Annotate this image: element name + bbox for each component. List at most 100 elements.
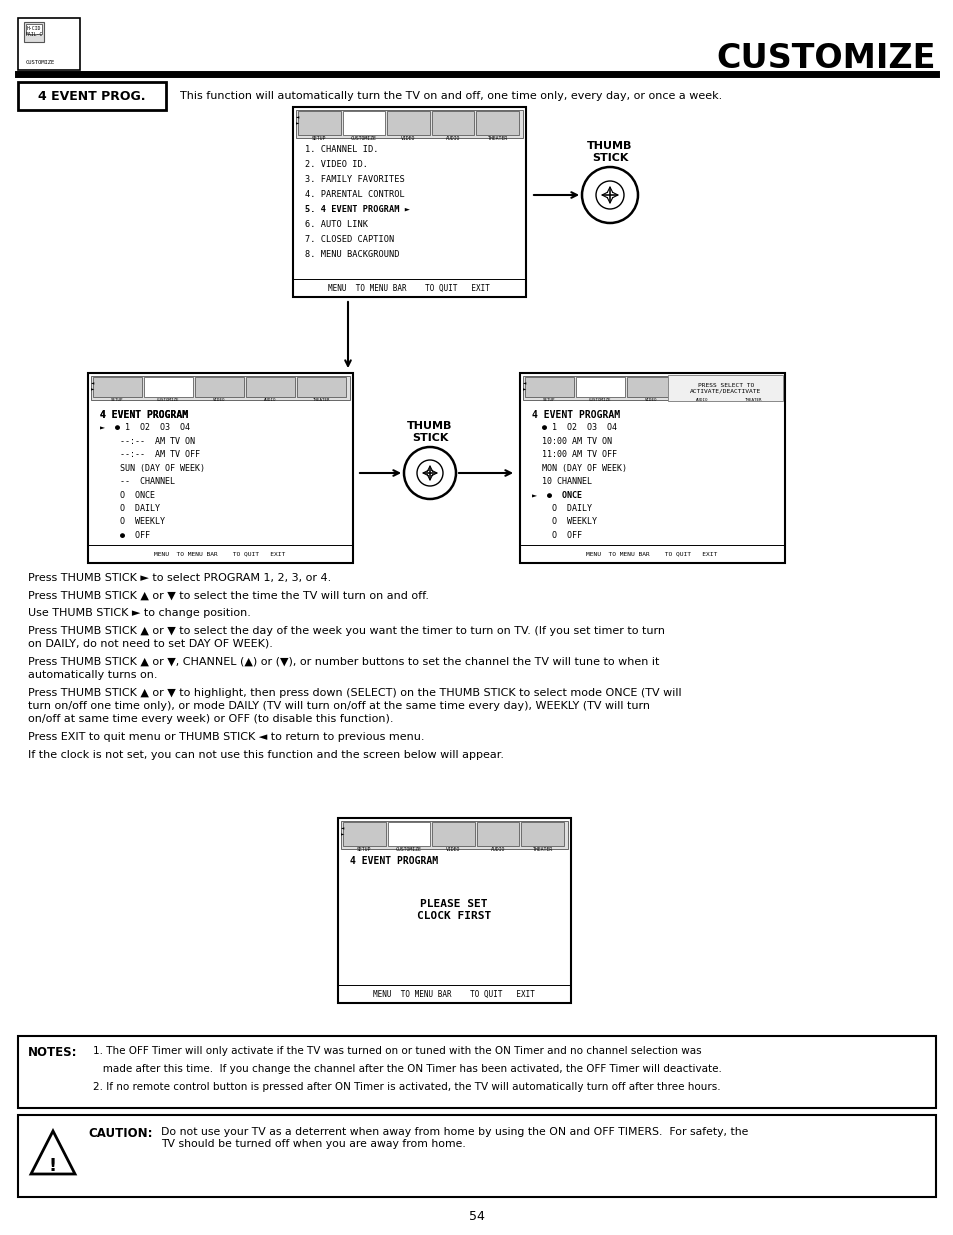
- Text: CAUTION:: CAUTION:: [88, 1128, 152, 1140]
- Text: ●  OFF: ● OFF: [100, 531, 150, 540]
- Text: 8. MENU BACKGROUND: 8. MENU BACKGROUND: [305, 249, 399, 259]
- Bar: [387, 111, 430, 135]
- Text: !: !: [49, 1157, 57, 1174]
- Text: CUSTOMIZE: CUSTOMIZE: [395, 847, 421, 852]
- Bar: [297, 111, 340, 135]
- Bar: [667, 375, 782, 401]
- Text: ◄
►: ◄ ►: [295, 116, 299, 126]
- Text: --  CHANNEL: -- CHANNEL: [100, 477, 174, 487]
- Text: H·CID: H·CID: [27, 26, 41, 32]
- Bar: [24, 22, 44, 42]
- Bar: [476, 823, 518, 846]
- Text: THEATER: THEATER: [487, 136, 507, 141]
- Bar: [519, 373, 784, 563]
- Text: ◄
►: ◄ ►: [522, 382, 526, 393]
- Text: VIDEO: VIDEO: [213, 398, 226, 403]
- Text: --:--  AM TV OFF: --:-- AM TV OFF: [100, 450, 200, 459]
- Text: THEATER: THEATER: [313, 398, 330, 403]
- Text: 1. The OFF Timer will only activate if the TV was turned on or tuned with the ON: 1. The OFF Timer will only activate if t…: [92, 1046, 700, 1056]
- Text: VIDEO: VIDEO: [401, 136, 416, 141]
- Text: 3. FAMILY FAVORITES: 3. FAMILY FAVORITES: [305, 175, 404, 184]
- Text: ◄
►: ◄ ►: [340, 826, 344, 837]
- Bar: [387, 823, 430, 846]
- Text: on DAILY, do not need to set DAY OF WEEK).: on DAILY, do not need to set DAY OF WEEK…: [28, 638, 273, 650]
- Text: This function will automatically turn the TV on and off, one time only, every da: This function will automatically turn th…: [180, 91, 721, 101]
- Text: 4 EVENT PROGRAM: 4 EVENT PROGRAM: [100, 410, 188, 420]
- Text: AUDIO: AUDIO: [491, 847, 505, 852]
- Bar: [246, 377, 294, 396]
- Text: Press EXIT to quit menu or THUMB STICK ◄ to return to previous menu.: Press EXIT to quit menu or THUMB STICK ◄…: [28, 732, 424, 742]
- Text: 4. PARENTAL CONTROL: 4. PARENTAL CONTROL: [305, 190, 404, 199]
- Text: O  OFF: O OFF: [532, 531, 581, 540]
- Text: MENU  TO MENU BAR    TO QUIT   EXIT: MENU TO MENU BAR TO QUIT EXIT: [373, 989, 535, 999]
- Bar: [194, 377, 244, 396]
- Text: 4 EVENT PROG.: 4 EVENT PROG.: [38, 89, 146, 103]
- Bar: [678, 377, 726, 396]
- Bar: [432, 823, 475, 846]
- Text: Press THUMB STICK ▲ or ▼ to select the time the TV will turn on and off.: Press THUMB STICK ▲ or ▼ to select the t…: [28, 590, 429, 600]
- Text: Press THUMB STICK ▲ or ▼ to select the day of the week you want the timer to tur: Press THUMB STICK ▲ or ▼ to select the d…: [28, 625, 664, 636]
- Circle shape: [581, 167, 638, 224]
- Text: THUMB
STICK: THUMB STICK: [407, 421, 453, 443]
- Bar: [26, 23, 42, 35]
- Text: 10 CHANNEL: 10 CHANNEL: [532, 477, 592, 487]
- Bar: [432, 111, 474, 135]
- Bar: [337, 818, 571, 1003]
- Text: 54: 54: [469, 1210, 484, 1224]
- Text: CUSTOMIZE: CUSTOMIZE: [716, 42, 935, 74]
- Bar: [92, 377, 142, 396]
- Text: 4 EVENT PROGRAM: 4 EVENT PROGRAM: [532, 410, 619, 420]
- Bar: [343, 823, 385, 846]
- Text: 2. If no remote control button is pressed after ON Timer is activated, the TV wi: 2. If no remote control button is presse…: [92, 1082, 720, 1092]
- Text: 5. 4 EVENT PROGRAM ►: 5. 4 EVENT PROGRAM ►: [305, 205, 410, 214]
- Text: THEATER: THEATER: [744, 398, 761, 403]
- Text: O  WEEKLY: O WEEKLY: [532, 517, 597, 526]
- Text: MENU  TO MENU BAR    TO QUIT   EXIT: MENU TO MENU BAR TO QUIT EXIT: [586, 552, 717, 557]
- Text: Press THUMB STICK ▲ or ▼ to highlight, then press down (SELECT) on the THUMB STI: Press THUMB STICK ▲ or ▼ to highlight, t…: [28, 688, 680, 698]
- Text: VIDEO: VIDEO: [446, 847, 460, 852]
- Text: PLEASE SET
CLOCK FIRST: PLEASE SET CLOCK FIRST: [416, 899, 491, 921]
- Text: THUMB
STICK: THUMB STICK: [587, 141, 632, 163]
- Bar: [144, 377, 193, 396]
- Text: AUDIO: AUDIO: [696, 398, 708, 403]
- Text: Do not use your TV as a deterrent when away from home by using the ON and OFF TI: Do not use your TV as a deterrent when a…: [161, 1128, 747, 1149]
- Text: NOTES:: NOTES:: [28, 1046, 77, 1058]
- Bar: [476, 111, 518, 135]
- Text: 7. CLOSED CAPTION: 7. CLOSED CAPTION: [305, 235, 394, 245]
- Bar: [91, 375, 350, 400]
- Text: MON (DAY OF WEEK): MON (DAY OF WEEK): [532, 463, 626, 473]
- Text: on/off at same time every week) or OFF (to disable this function).: on/off at same time every week) or OFF (…: [28, 715, 393, 725]
- Text: PRESS SELECT TO
ACTIVATE/DEACTIVATE: PRESS SELECT TO ACTIVATE/DEACTIVATE: [690, 383, 760, 394]
- Text: ● 1  O2  O3  O4: ● 1 O2 O3 O4: [532, 424, 617, 432]
- Text: CUSTOMIZE: CUSTOMIZE: [351, 136, 376, 141]
- Text: O  DAILY: O DAILY: [532, 504, 592, 513]
- Text: automatically turns on.: automatically turns on.: [28, 671, 157, 680]
- Text: O  ONCE: O ONCE: [100, 490, 154, 499]
- Text: 2. VIDEO ID.: 2. VIDEO ID.: [305, 161, 368, 169]
- Text: turn on/off one time only), or mode DAILY (TV will turn on/off at the same time : turn on/off one time only), or mode DAIL…: [28, 701, 649, 711]
- Text: AUDIO: AUDIO: [264, 398, 276, 403]
- Bar: [524, 377, 574, 396]
- Bar: [88, 373, 353, 563]
- Text: ◄
►: ◄ ►: [91, 382, 94, 393]
- Text: 4 EVENT PROGRAM: 4 EVENT PROGRAM: [350, 856, 437, 866]
- Bar: [521, 823, 563, 846]
- Text: --:--  AM TV ON: --:-- AM TV ON: [100, 436, 194, 446]
- Bar: [293, 107, 525, 296]
- Text: If the clock is not set, you can not use this function and the screen below will: If the clock is not set, you can not use…: [28, 750, 503, 760]
- Text: THEATER: THEATER: [532, 847, 552, 852]
- Text: SETUP: SETUP: [356, 847, 371, 852]
- Bar: [626, 377, 676, 396]
- Text: CUSTOMIZE: CUSTOMIZE: [26, 59, 54, 64]
- Text: 4 EVENT PROGRAM: 4 EVENT PROGRAM: [100, 410, 188, 420]
- Text: O  DAILY: O DAILY: [100, 504, 160, 513]
- Bar: [522, 375, 781, 400]
- Text: 1. CHANNEL ID.: 1. CHANNEL ID.: [305, 144, 378, 154]
- Bar: [295, 110, 522, 138]
- Text: SETUP: SETUP: [312, 136, 326, 141]
- Text: CUSTOMIZE: CUSTOMIZE: [157, 398, 179, 403]
- Text: 10:00 AM TV ON: 10:00 AM TV ON: [532, 436, 612, 446]
- Text: SETUP: SETUP: [112, 398, 124, 403]
- Text: CUSTOMIZE: CUSTOMIZE: [589, 398, 611, 403]
- Text: FAIL·C: FAIL·C: [26, 32, 43, 37]
